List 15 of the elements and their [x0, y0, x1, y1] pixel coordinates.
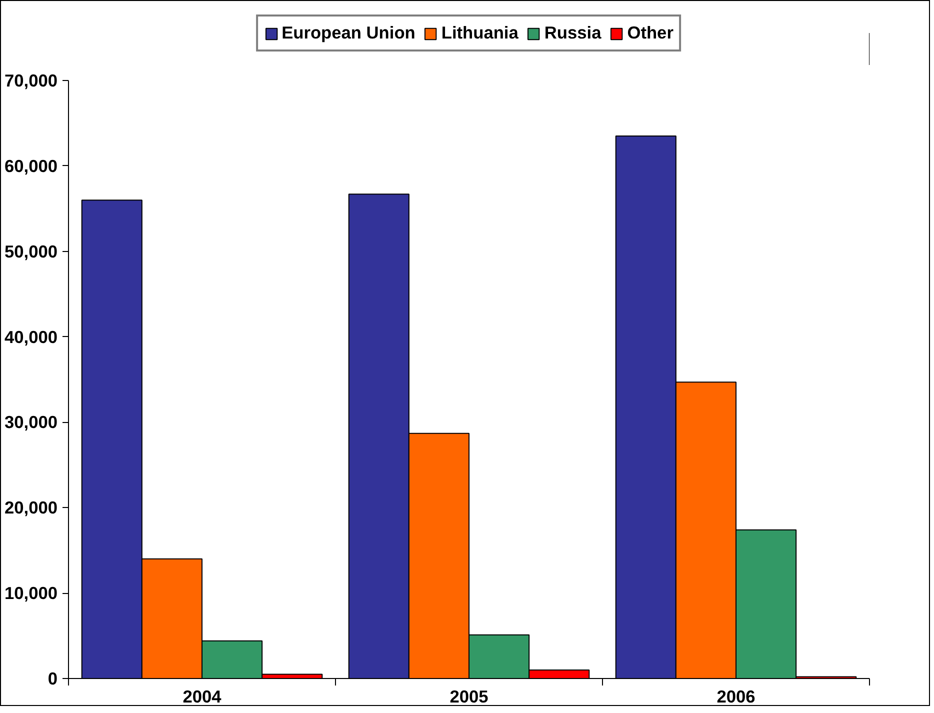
x-tick-label: 2004	[182, 686, 222, 706]
legend-label: Other	[627, 22, 674, 44]
y-tick-label: 10,000	[4, 583, 58, 604]
legend-label: Russia	[544, 22, 602, 44]
legend-label: European Union	[282, 22, 416, 44]
y-tick-label: 20,000	[4, 498, 58, 518]
y-tick-label: 30,000	[4, 412, 58, 432]
y-tick-label: 40,000	[4, 326, 58, 347]
y-tick-label: 0	[48, 668, 58, 688]
y-tick-label: 50,000	[4, 241, 58, 262]
y-tick-label: 70,000	[4, 70, 58, 90]
legend-label: Lithuania	[441, 22, 518, 44]
x-tick-label: 2005	[450, 686, 489, 706]
y-tick-label: 60,000	[4, 156, 58, 176]
x-tick-label: 2006	[716, 686, 756, 706]
